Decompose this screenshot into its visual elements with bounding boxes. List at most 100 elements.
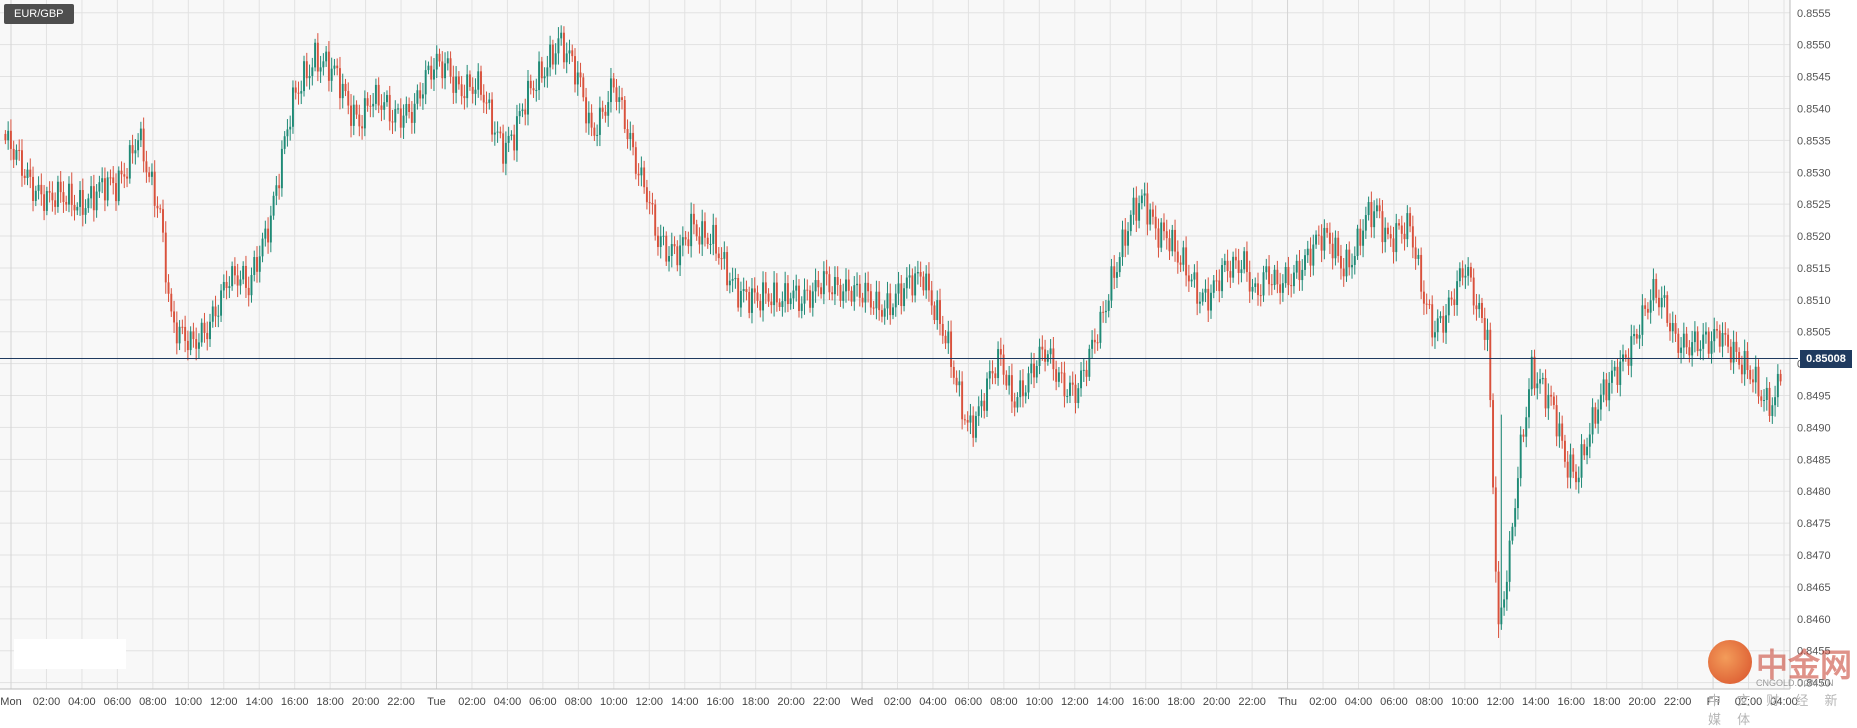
candle-up	[1395, 223, 1398, 253]
symbol-badge[interactable]: EUR/GBP	[4, 4, 74, 24]
candle-down	[73, 204, 76, 211]
candle-up	[905, 277, 908, 289]
candle-down	[1021, 380, 1024, 397]
candle-down	[579, 72, 582, 78]
blank-overlay	[14, 639, 126, 669]
candle-down	[1492, 400, 1495, 488]
candle-down	[206, 332, 209, 340]
candle-up	[1525, 417, 1528, 437]
candle-down	[1196, 272, 1199, 304]
candle-down	[952, 366, 955, 378]
candle-down	[1187, 275, 1190, 282]
candle-up	[1080, 370, 1082, 389]
candle-down	[153, 171, 156, 206]
candle-down	[43, 194, 46, 211]
candle-up	[1069, 382, 1071, 396]
candle-down	[1572, 454, 1575, 472]
candle-down	[1392, 238, 1395, 253]
candle-down	[1005, 374, 1008, 386]
y-tick-label: 0.8490	[1797, 422, 1831, 434]
candle-up	[1243, 251, 1246, 270]
candle-up	[1107, 300, 1110, 311]
candle-down	[1398, 223, 1400, 226]
y-tick-label: 0.8505	[1797, 327, 1831, 339]
x-tick-label: 16:00	[706, 696, 734, 708]
candle-down	[145, 161, 148, 173]
candle-down	[214, 306, 217, 317]
candle-up	[1539, 379, 1542, 384]
candle-up	[598, 107, 601, 135]
candle-up	[1447, 297, 1450, 316]
candle-up	[228, 286, 231, 289]
candle-down	[1157, 228, 1160, 248]
candle-up	[435, 53, 438, 70]
candle-down	[991, 371, 994, 374]
candle-up	[106, 177, 109, 201]
candle-up	[925, 273, 928, 291]
candle-up	[1500, 607, 1503, 625]
candle-down	[1237, 260, 1240, 273]
candle-down	[1411, 226, 1414, 248]
candle-down	[1359, 228, 1362, 246]
candle-up	[1622, 354, 1624, 362]
candle-up	[1024, 392, 1027, 397]
candle-down	[756, 292, 759, 301]
candle-up	[1713, 329, 1716, 342]
candle-up	[1608, 382, 1611, 401]
candle-up	[988, 371, 991, 379]
candle-down	[748, 291, 751, 313]
candle-down	[463, 96, 466, 99]
candle-down	[1215, 280, 1218, 282]
candle-up	[372, 103, 375, 107]
candle-up	[554, 53, 557, 65]
candle-up	[728, 280, 731, 286]
candle-up	[137, 140, 140, 151]
candle-up	[1776, 373, 1779, 398]
candle-up	[886, 293, 889, 309]
candle-down	[131, 145, 134, 154]
candle-down	[621, 97, 623, 100]
candle-up	[668, 256, 670, 262]
candle-down	[612, 78, 615, 88]
candle-up	[1630, 336, 1633, 366]
candle-up	[394, 109, 397, 123]
candle-up	[117, 170, 120, 202]
candle-up	[1671, 323, 1674, 332]
x-tick-label: 12:00	[1487, 696, 1515, 708]
candle-up	[833, 277, 836, 295]
candle-up	[1704, 331, 1707, 335]
candle-up	[560, 32, 563, 39]
candle-down	[767, 293, 770, 302]
x-tick-label: 04:00	[1345, 696, 1373, 708]
candle-down	[1550, 394, 1553, 397]
current-price-label: 0.85008	[1800, 349, 1852, 368]
candle-up	[1680, 347, 1683, 353]
candle-down	[338, 68, 341, 99]
candle-up	[958, 381, 961, 386]
x-tick-label: 06:00	[955, 696, 983, 708]
candle-up	[1281, 283, 1284, 293]
candle-down	[369, 105, 372, 107]
candle-down	[1489, 329, 1492, 401]
candle-up	[319, 67, 322, 72]
candle-up	[908, 275, 911, 278]
candle-down	[355, 104, 358, 115]
candle-up	[333, 65, 336, 69]
candle-up	[977, 406, 980, 416]
candle-down	[4, 133, 7, 141]
candle-up	[980, 400, 983, 407]
candle-up	[1417, 254, 1420, 259]
candle-up	[845, 279, 847, 292]
candle-down	[181, 326, 184, 328]
candle-down	[831, 292, 834, 295]
candle-up	[1046, 354, 1049, 362]
candle-up	[1210, 292, 1212, 311]
candle-down	[524, 109, 527, 115]
candle-down	[753, 288, 756, 293]
candle-up	[427, 65, 430, 71]
candle-up	[1265, 266, 1268, 273]
candle-up	[1251, 286, 1254, 292]
candle-up	[1019, 380, 1022, 398]
candle-up	[709, 243, 712, 245]
